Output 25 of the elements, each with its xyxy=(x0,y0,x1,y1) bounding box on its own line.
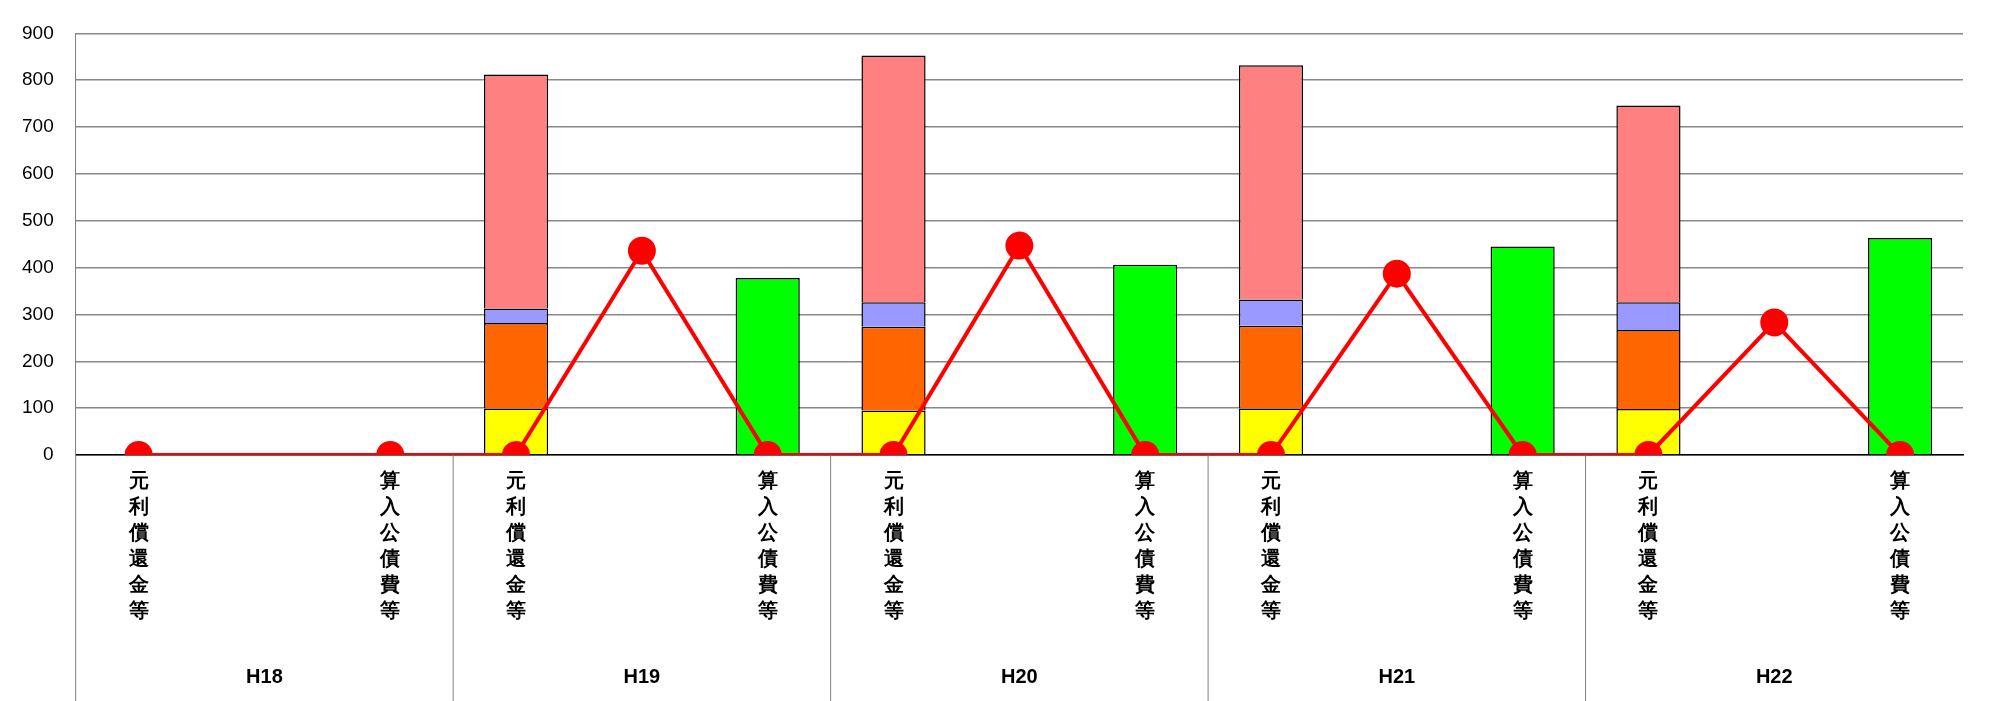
text: H21 xyxy=(1378,664,1416,687)
y-tick-label: 400 xyxy=(22,255,54,277)
text: H20 xyxy=(1001,664,1038,687)
y-tick-label: 800 xyxy=(22,68,54,90)
y-tick-label: 500 xyxy=(22,209,54,231)
x-tick-label: 元利償還金等 xyxy=(1259,468,1281,623)
y-tick-label: 600 xyxy=(22,162,54,184)
x-tick-label: 元利償還金等 xyxy=(127,468,149,623)
x-tick-label: 元利償還金等 xyxy=(505,468,527,623)
x-tick-label: 算入公債費等 xyxy=(1134,468,1157,623)
x-tick-label: 元利償還金等 xyxy=(882,468,904,623)
x-tick-label: 算入公債費等 xyxy=(756,468,779,623)
y-tick-label: 100 xyxy=(22,396,54,418)
text: H18 xyxy=(246,664,283,687)
x-tick-label: 算入公債費等 xyxy=(1889,468,1912,623)
x-tick-label: 算入公債費等 xyxy=(379,468,402,623)
text: H19 xyxy=(623,664,661,687)
y-tick-label: 900 xyxy=(22,21,54,43)
x-tick-label: 元利償還金等 xyxy=(1637,468,1659,623)
x-tick-label: 算入公債費等 xyxy=(1511,468,1534,623)
y-tick-label: 0 xyxy=(43,443,54,465)
y-tick-label: 200 xyxy=(22,349,54,371)
y-tick-label: 300 xyxy=(22,302,54,324)
text: H22 xyxy=(1755,664,1793,687)
y-tick-label: 700 xyxy=(22,115,54,137)
